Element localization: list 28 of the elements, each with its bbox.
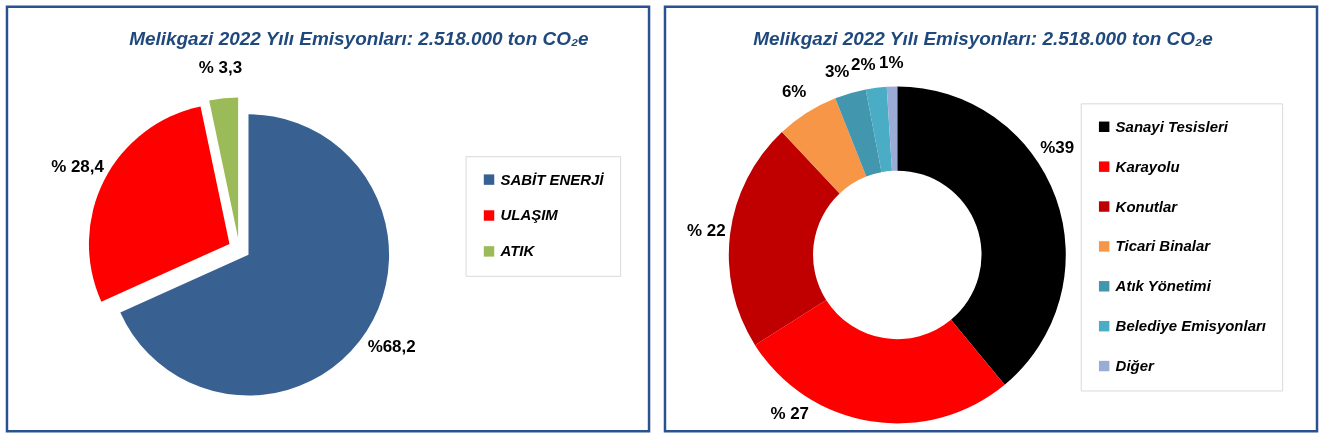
data-label: 6% [781, 82, 807, 102]
data-label: 2% [850, 55, 876, 75]
data-label: %39 [1040, 137, 1075, 157]
legend-label: Ticari Binalar [1115, 237, 1212, 255]
legend-label: ATIK [499, 242, 536, 260]
data-label: % 28,4 [51, 156, 105, 176]
data-label: % 3,3 [198, 58, 243, 78]
data-label: % 27 [770, 404, 809, 424]
data-label: % 22 [687, 220, 726, 240]
legend-label: SABİT ENERJİ [500, 170, 605, 188]
legend-label: Sanayi Tesisleri [1115, 117, 1229, 135]
chart-title: Melikgazi 2022 Yılı Emisyonları: 2.518.000 ton CO₂e [753, 27, 1213, 49]
data-label: 1% [879, 52, 904, 72]
donut-slice [755, 300, 1005, 424]
chart-title: Melikgazi 2022 Yılı Emisyonları: 2.518.000 ton CO₂e [129, 27, 589, 49]
data-label: %68,2 [367, 337, 416, 357]
legend-label: Atık Yönetimi [1114, 277, 1212, 295]
legend-label: ULAŞIM [500, 206, 559, 224]
legend-label: Belediye Emisyonları [1115, 317, 1266, 335]
donut-slice [865, 86, 892, 173]
legend-label: Konutlar [1115, 197, 1179, 215]
legend-label: Diğer [1115, 357, 1155, 375]
donut-slice [781, 98, 867, 194]
donut-slice [729, 132, 840, 346]
donut-slice [835, 89, 882, 177]
data-label: 3% [824, 62, 850, 82]
donut-slice [886, 86, 898, 171]
legend-label: Karayolu [1115, 157, 1180, 175]
